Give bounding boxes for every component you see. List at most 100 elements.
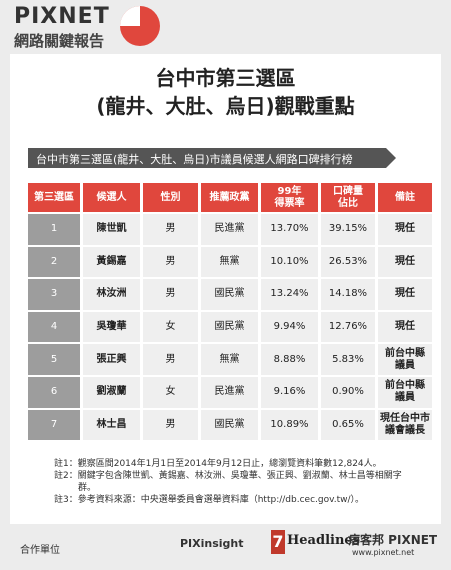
table-cell: 陳世凱: [83, 214, 140, 245]
cell-text: 得票率: [274, 197, 305, 209]
table-cell: 張正興: [83, 344, 140, 375]
subbrand: 網路關鍵報告: [14, 32, 105, 50]
cell-text: 13.24%: [270, 288, 309, 300]
table-cell: 9.94%: [261, 311, 318, 343]
table-cell: 男: [143, 409, 198, 441]
cell-text: 14.18%: [328, 288, 368, 300]
cell-text: 林汝洲: [96, 288, 127, 300]
table-cell: 10.89%: [261, 409, 318, 441]
pixnet-url: www.pixnet.net: [352, 548, 415, 557]
table-cell: 無黨: [201, 344, 258, 375]
cell-text: 現任: [395, 288, 415, 300]
cell-text: 現任: [395, 255, 415, 267]
table-cell: 口碑量 佔比: [321, 183, 375, 212]
cell-text: 9.16%: [273, 386, 306, 398]
note: 註3：參考資料來源：中央選舉委員會選舉資料庫（http://db.cec.gov…: [54, 495, 365, 505]
footer-label: 合作單位: [20, 545, 60, 556]
cell-text: 現任台中市: [380, 412, 430, 424]
table-cell: 國民黨: [201, 311, 258, 343]
cell-text: 7: [50, 418, 58, 430]
cell-text: 陳世凱: [96, 223, 127, 235]
table-cell: 推薦政黨: [201, 183, 258, 212]
table-cell: 女: [143, 377, 198, 408]
table-cell: 男: [143, 214, 198, 245]
cell-text: 候選人: [96, 191, 127, 203]
table-cell: 8.88%: [261, 344, 318, 375]
table-cell: 林汝洲: [83, 279, 140, 310]
cell-text: 6: [50, 386, 58, 398]
table-cell: 99年 得票率: [261, 183, 318, 212]
table-cell: 國民黨: [201, 409, 258, 441]
cell-text: 男: [165, 255, 176, 267]
cell-text: 2: [50, 255, 58, 267]
table-cell: 現任: [378, 246, 432, 278]
table-cell: 男: [143, 246, 198, 278]
table-cell: 無黨: [201, 246, 258, 278]
table-cell: 26.53%: [321, 246, 375, 278]
cell-text: 國民黨: [214, 288, 245, 300]
caption-bar: [28, 148, 396, 168]
cell-text: 男: [165, 288, 176, 300]
cell-text: 議會議長: [385, 424, 425, 436]
partner-headlines: Headlines: [287, 533, 360, 548]
table-cell: 5.83%: [321, 344, 375, 375]
cell-text: 張正興: [96, 353, 127, 365]
cell-text: 0.65%: [332, 418, 364, 430]
cell-text: 3: [50, 288, 58, 300]
cell-text: 前台中縣: [385, 380, 425, 392]
cell-text: 性別: [160, 191, 181, 203]
table-cell: 候選人: [83, 183, 140, 212]
cell-text: 民進黨: [214, 386, 245, 398]
cell-text: 民進黨: [214, 223, 245, 235]
cell-text: 9.94%: [273, 321, 306, 333]
cell-text: 0.90%: [332, 386, 364, 398]
cell-text: 黃錫嘉: [96, 255, 127, 267]
table-cell: 0.90%: [321, 377, 375, 408]
table-cell: 女: [143, 311, 198, 343]
cell-text: 議員: [395, 392, 415, 404]
table-cell: 39.15%: [321, 214, 375, 245]
cell-text: 劉淑蘭: [96, 386, 127, 398]
cell-text: 39.15%: [328, 223, 368, 235]
cell-text: 無黨: [219, 353, 240, 365]
table-cell: 5: [28, 344, 80, 375]
cell-text: 無黨: [219, 255, 240, 267]
table-cell: 吳瓊華: [83, 311, 140, 343]
cell-text: 林士昌: [96, 418, 127, 430]
table-cell: 3: [28, 279, 80, 310]
cell-text: 前台中縣: [385, 347, 425, 359]
cell-text: 現任: [395, 223, 415, 235]
table-cell: 現任: [378, 311, 432, 343]
table-cell: 6: [28, 377, 80, 408]
cell-text: 備註: [395, 191, 415, 203]
cell-text: 男: [165, 418, 176, 430]
partner-pixnet: 痞客邦 PIXNET: [348, 533, 438, 547]
cell-text: 5: [50, 353, 58, 365]
cell-text: 第三選區: [34, 191, 74, 203]
cell-text: 99年: [277, 185, 302, 197]
cell-text: 4: [50, 321, 58, 333]
table-cell: 劉淑蘭: [83, 377, 140, 408]
cell-text: 吳瓊華: [96, 321, 127, 333]
table-cell: 13.70%: [261, 214, 318, 245]
table-cell: 性別: [143, 183, 198, 212]
cell-text: 13.70%: [270, 223, 309, 235]
cell-text: 女: [165, 321, 176, 333]
cell-text: 8.88%: [273, 353, 306, 365]
title-line1: 台中市第三選區: [155, 66, 296, 90]
table-cell: 第三選區: [28, 183, 80, 212]
table-cell: 民進黨: [201, 214, 258, 245]
table-cell: 4: [28, 311, 80, 343]
table-cell: 國民黨: [201, 279, 258, 310]
cell-text: 1: [50, 223, 58, 235]
cell-text: 男: [165, 223, 176, 235]
notes: 註1：觀察區間2014年1月1日至2014年9月12日止，總瀏覽資料筆數12,8…: [54, 458, 418, 506]
cell-text: 議員: [395, 359, 415, 371]
table-cell: 1: [28, 214, 80, 245]
table-cell: 14.18%: [321, 279, 375, 310]
table-cell: 現任: [378, 279, 432, 310]
cell-text: 推薦政黨: [209, 191, 250, 203]
note: 註2：關鍵字包含陳世凱、黃錫嘉、林汝洲、吳瓊華、張正興、劉淑蘭、林士昌等相關字群…: [54, 471, 402, 493]
cell-text: 口碑量: [333, 185, 363, 197]
